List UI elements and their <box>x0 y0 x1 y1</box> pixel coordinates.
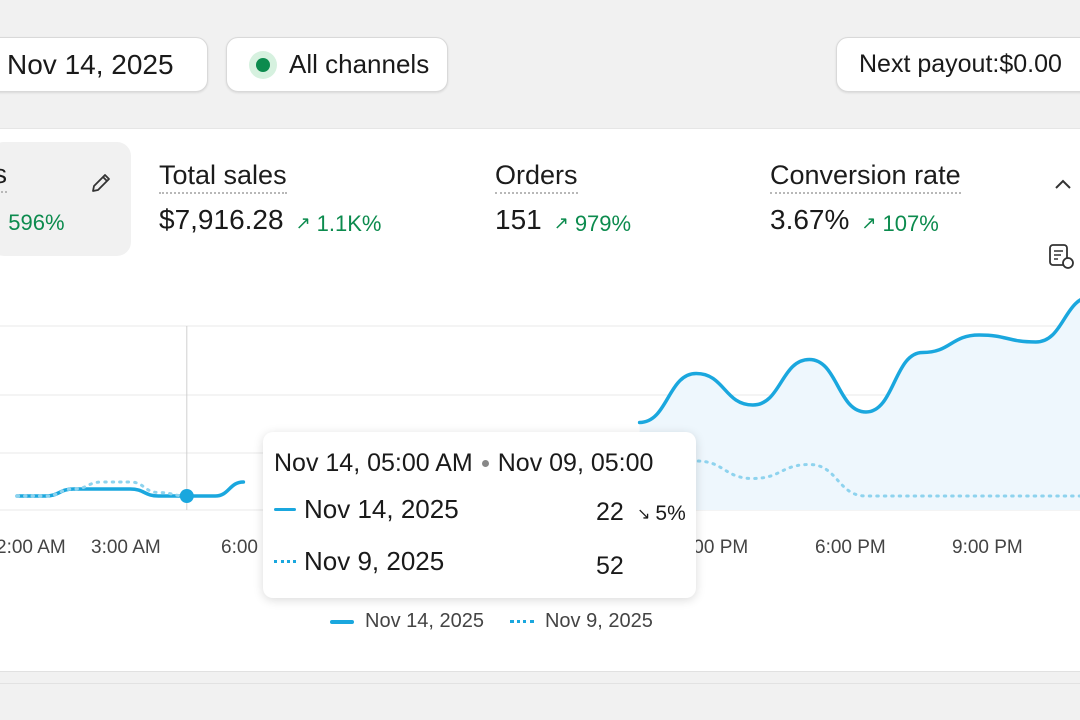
trend-down-icon: ↘ <box>637 506 651 523</box>
metric-total-sales[interactable]: Total sales $7,916.28 ↗ 1.1K% <box>159 159 382 237</box>
solid-line-swatch-icon <box>274 508 296 511</box>
series-line-nov-9 <box>15 449 1080 498</box>
metric-orders-label: Orders <box>495 159 578 194</box>
pencil-icon[interactable] <box>88 170 114 201</box>
legend-item-nov-14[interactable]: Nov 14, 2025 <box>330 610 484 633</box>
metric-orders-delta: ↗ 979% <box>553 210 632 236</box>
tooltip-series-current: Nov 14, 2025 <box>304 494 459 524</box>
metric-total-sales-value: $7,916.28 <box>159 204 284 235</box>
metric-orders-value: 151 <box>495 204 542 235</box>
chevron-up-icon[interactable] <box>1054 177 1072 196</box>
x-axis-tick-label: :00 PM <box>688 537 748 558</box>
date-range-button[interactable]: Nov 14, 2025 <box>0 37 208 92</box>
status-dot-icon <box>249 50 277 79</box>
chart-tooltip: Nov 14, 05:00 AM Nov 09, 05:00 Nov 14, 2… <box>263 432 696 598</box>
divider <box>0 683 1080 684</box>
tooltip-series-comparison: Nov 9, 2025 <box>304 546 445 576</box>
metric-conversion-rate-delta: ↗ 107% <box>861 210 939 236</box>
series-area-fill <box>639 300 1080 510</box>
sessions-line-chart[interactable]: 2:00 AM 3:00 AM 6:00 :00 PM 6:00 PM 9:00 PM <box>0 270 1080 570</box>
metric-conversion-rate[interactable]: Conversion rate 3.67% ↗ 107% <box>770 159 961 237</box>
report-icon[interactable] <box>1046 241 1076 276</box>
channel-filter-button[interactable]: All channels <box>226 37 448 92</box>
metric-sessions-card[interactable]: sions 19 ↗ 596% <box>0 142 131 256</box>
tooltip-value-comparison: 52 <box>596 552 624 580</box>
legend-item-nov-9[interactable]: Nov 9, 2025 <box>509 610 653 633</box>
x-axis-tick-label: 9:00 PM <box>952 537 1023 558</box>
metric-total-sales-delta: ↗ 1.1K% <box>295 210 382 236</box>
metric-total-sales-label: Total sales <box>159 159 287 194</box>
channel-filter-label: All channels <box>289 49 430 79</box>
separator-dot-icon <box>481 460 489 467</box>
metric-conversion-rate-value: 3.67% <box>770 204 850 235</box>
metric-sessions-label: sions <box>0 158 8 193</box>
x-axis-tick-label: 2:00 AM <box>0 537 66 558</box>
metric-conversion-rate-label: Conversion rate <box>770 159 961 194</box>
trend-up-icon: ↗ <box>553 213 569 233</box>
chart-legend: Nov 14, 2025 Nov 9, 2025 <box>330 610 679 633</box>
tooltip-current-date: Nov 14, 05:00 AM <box>274 449 473 477</box>
dotted-line-swatch-icon <box>274 560 296 563</box>
next-payout-label: Next payout:$0.00 <box>859 50 1062 78</box>
legend-label-nov-9: Nov 9, 2025 <box>544 610 653 632</box>
tooltip-comparison-date: Nov 09, 05:00 <box>497 449 654 477</box>
trend-up-icon: ↗ <box>295 213 311 233</box>
x-axis-tick-label: 6:00 PM <box>815 537 886 558</box>
hover-point <box>179 489 194 503</box>
trend-up-icon: ↗ <box>0 212 2 233</box>
tooltip-value-current: 22 <box>596 498 624 526</box>
metric-orders[interactable]: Orders 151 ↗ 979% <box>495 159 631 237</box>
date-range-label: Nov 14, 2025 <box>7 48 174 80</box>
dotted-line-swatch-icon <box>509 620 534 623</box>
metric-sessions-delta: ↗ 596% <box>0 210 65 236</box>
tooltip-delta: ↘ 5% <box>637 502 686 525</box>
next-payout-button[interactable]: Next payout:$0.00 <box>836 37 1080 92</box>
x-axis-tick-label: 3:00 AM <box>91 537 161 558</box>
legend-label-nov-14: Nov 14, 2025 <box>365 610 484 632</box>
x-axis-tick-label: 6:00 <box>221 537 258 558</box>
solid-line-swatch-icon <box>330 619 354 624</box>
trend-up-icon: ↗ <box>861 213 877 233</box>
